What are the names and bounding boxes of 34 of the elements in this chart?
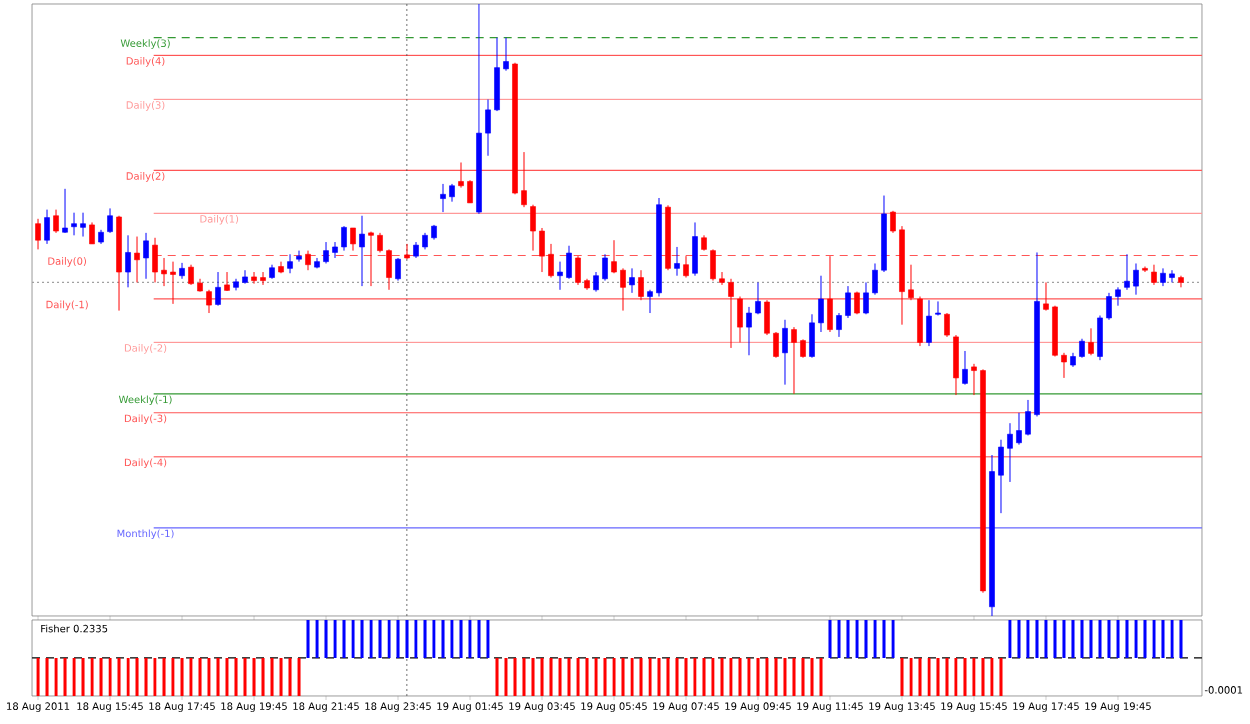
candlestick — [107, 207, 113, 234]
candlestick — [782, 319, 788, 386]
candlestick — [737, 296, 743, 343]
candlestick — [638, 269, 644, 301]
candlestick — [296, 250, 302, 263]
candlestick — [134, 236, 140, 283]
candlestick — [692, 221, 698, 277]
candlestick — [305, 250, 311, 271]
candlestick — [143, 232, 149, 280]
candlestick — [359, 215, 365, 287]
candlestick — [1151, 264, 1157, 286]
candlestick — [674, 246, 680, 277]
candlestick — [962, 350, 968, 386]
candlestick — [62, 188, 68, 234]
candlestick — [917, 296, 923, 347]
candlestick — [404, 243, 410, 260]
candlestick — [1088, 327, 1094, 356]
candlestick — [683, 255, 689, 279]
candlestick — [935, 300, 941, 316]
candlestick — [179, 262, 185, 280]
candlestick — [125, 234, 131, 288]
candlestick — [287, 253, 293, 274]
candlestick — [629, 267, 635, 294]
candlestick — [89, 221, 95, 245]
candlestick — [944, 312, 950, 338]
candlestick — [827, 255, 833, 333]
candlestick — [53, 209, 59, 234]
candlestick — [215, 271, 221, 307]
candlestick — [35, 218, 41, 250]
candlestick — [953, 334, 959, 396]
candlestick — [44, 209, 50, 245]
candlestick — [926, 299, 932, 347]
candlestick — [350, 227, 356, 252]
candlestick — [395, 257, 401, 282]
